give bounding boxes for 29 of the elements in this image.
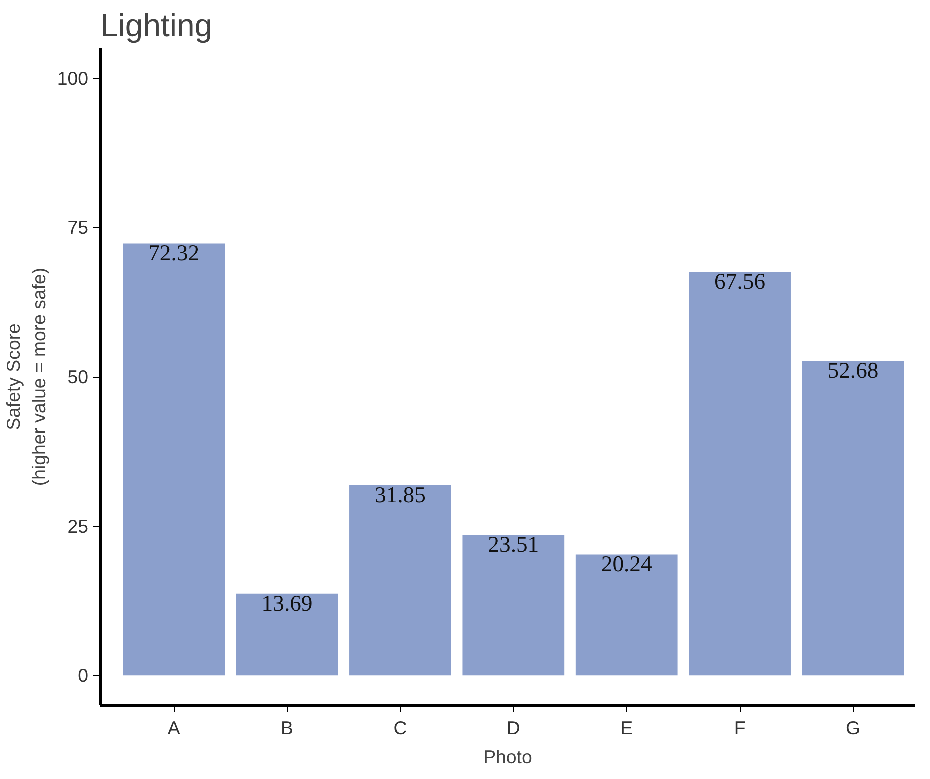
y-tick-label: 50	[68, 366, 89, 388]
bar	[123, 244, 226, 676]
y-tick-label: 0	[78, 665, 89, 686]
data-label: 67.56	[714, 269, 766, 294]
x-axis-title: Photo	[484, 746, 532, 768]
x-tick-label: F	[734, 718, 746, 738]
data-label: 20.24	[601, 552, 652, 577]
y-axis-title: Safety Score (higher value = more safe)	[3, 268, 50, 486]
x-tick-label: C	[394, 718, 408, 738]
bar	[350, 485, 452, 676]
data-label: 72.32	[148, 240, 200, 266]
x-tick-label: D	[506, 718, 520, 738]
y-tick-label: 25	[68, 516, 89, 537]
bar	[576, 554, 678, 676]
x-tick-label: A	[168, 718, 181, 738]
bar	[236, 594, 338, 676]
y-tick-label: 75	[68, 217, 89, 238]
x-tick-label: B	[281, 718, 294, 738]
x-tick-label: E	[620, 718, 634, 738]
bar	[689, 272, 791, 676]
bar	[802, 360, 904, 676]
data-label: 23.51	[488, 532, 540, 558]
data-label: 13.69	[262, 590, 313, 616]
bar	[462, 535, 565, 676]
x-tick-label: G	[846, 718, 861, 738]
data-label: 52.68	[828, 358, 879, 383]
y-tick-label: 100	[57, 68, 89, 89]
data-label: 31.85	[374, 482, 426, 508]
chart-title: Lighting	[100, 8, 213, 44]
